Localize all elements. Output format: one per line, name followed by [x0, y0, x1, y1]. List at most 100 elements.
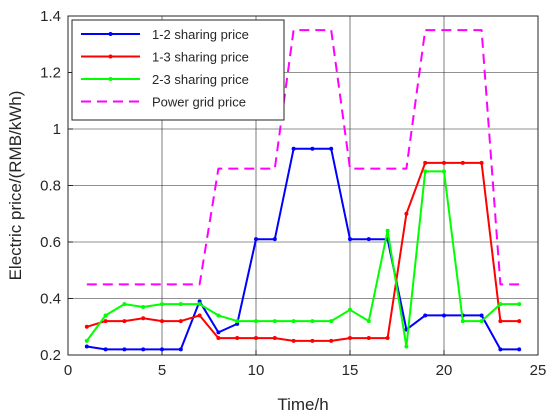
- legend: 1-2 sharing price 1-3 sharing price 2-3 sh…: [71, 19, 285, 121]
- data-point: [141, 347, 146, 352]
- series-power-grid-price: [86, 29, 520, 286]
- data-point: [103, 347, 108, 352]
- data-point: [366, 237, 371, 242]
- data-point: [84, 338, 89, 343]
- data-point: [517, 347, 522, 352]
- data-point: [442, 160, 446, 165]
- x-axis-title: Time/h: [277, 395, 328, 414]
- data-point: [122, 302, 127, 307]
- data-point: [498, 319, 503, 324]
- data-point: [178, 347, 183, 352]
- data-point: [329, 146, 334, 151]
- data-point: [385, 336, 390, 341]
- series-line: [85, 170, 520, 348]
- series-line: [86, 147, 520, 351]
- data-point: [197, 313, 202, 318]
- series-line: [86, 161, 520, 342]
- data-point: [404, 344, 409, 349]
- data-point: [310, 146, 315, 151]
- data-point: [272, 319, 277, 324]
- data-point: [460, 160, 465, 165]
- legend-label: 1-2 sharing price: [152, 27, 249, 42]
- data-point: [291, 338, 296, 343]
- data-point: [291, 146, 296, 151]
- x-tick-label: 5: [158, 362, 166, 379]
- data-point: [160, 319, 164, 324]
- data-point: [254, 336, 258, 341]
- data-point: [216, 313, 221, 318]
- data-point: [442, 169, 446, 174]
- data-point: [329, 338, 334, 343]
- data-point: [460, 319, 465, 324]
- data-point: [160, 347, 164, 352]
- series-line: [86, 29, 520, 286]
- series-1-3-sharing-price: [84, 160, 522, 343]
- data-point: [178, 302, 183, 307]
- y-tick-label: 1.4: [40, 8, 61, 25]
- legend-item: 1-2 sharing price: [81, 27, 249, 42]
- x-tick-label: 25: [530, 362, 547, 379]
- series-layer: [84, 29, 522, 352]
- data-point: [517, 302, 522, 307]
- legend-item: 1-3 sharing price: [81, 50, 249, 65]
- data-point: [141, 304, 146, 309]
- y-tick-label: 0.6: [40, 234, 61, 251]
- data-point: [479, 319, 484, 324]
- data-point: [122, 319, 127, 324]
- legend-marker: [108, 32, 113, 36]
- legend-marker: [108, 77, 113, 81]
- data-point: [329, 319, 334, 324]
- data-point: [385, 228, 390, 233]
- data-point: [160, 302, 164, 307]
- data-point: [348, 336, 352, 341]
- y-tick-label: 0.2: [40, 347, 61, 364]
- y-tick-label: 1.2: [40, 65, 61, 82]
- data-point: [254, 319, 258, 324]
- data-point: [517, 319, 522, 324]
- data-point: [404, 211, 409, 216]
- data-point: [498, 302, 503, 307]
- data-point: [366, 336, 371, 341]
- data-point: [103, 313, 108, 318]
- data-point: [216, 330, 221, 335]
- data-point: [348, 237, 352, 242]
- y-axis-title: Electric price/(RMB/kWh): [6, 91, 25, 281]
- legend-label: 2-3 sharing price: [152, 72, 249, 87]
- x-tick-label: 10: [248, 362, 265, 379]
- data-point: [216, 336, 221, 341]
- data-point: [122, 347, 127, 352]
- series-1-2-sharing-price: [84, 146, 522, 352]
- data-point: [423, 169, 428, 174]
- data-point: [235, 336, 240, 341]
- data-point: [498, 347, 503, 352]
- legend-marker: [108, 54, 113, 59]
- x-tick-label: 15: [342, 362, 359, 379]
- legend-box: [71, 19, 285, 121]
- series-2-3-sharing-price: [84, 169, 522, 349]
- data-point: [479, 160, 484, 165]
- x-tick-label: 0: [64, 362, 72, 379]
- data-point: [479, 313, 484, 318]
- data-point: [366, 319, 371, 324]
- data-point: [84, 324, 89, 329]
- y-axis-ticks: 0.2 0.4 0.6 0.8 1 1.2 1.4: [40, 8, 73, 364]
- legend-item: Power grid price: [81, 95, 246, 110]
- data-point: [141, 316, 146, 321]
- data-point: [442, 313, 446, 318]
- data-point: [291, 319, 296, 324]
- data-point: [272, 336, 277, 341]
- data-point: [423, 313, 428, 318]
- data-point: [310, 338, 315, 343]
- plot-frame: [67, 15, 539, 356]
- data-point: [197, 302, 202, 307]
- data-point: [178, 319, 183, 324]
- data-point: [272, 237, 277, 242]
- legend-label: Power grid price: [152, 95, 246, 110]
- data-point: [197, 299, 202, 304]
- data-point: [348, 307, 352, 312]
- y-tick-label: 0.4: [40, 291, 61, 308]
- data-point: [423, 160, 428, 165]
- x-axis-ticks: 0 5 10 15 20 25: [64, 350, 547, 379]
- data-point: [310, 319, 315, 324]
